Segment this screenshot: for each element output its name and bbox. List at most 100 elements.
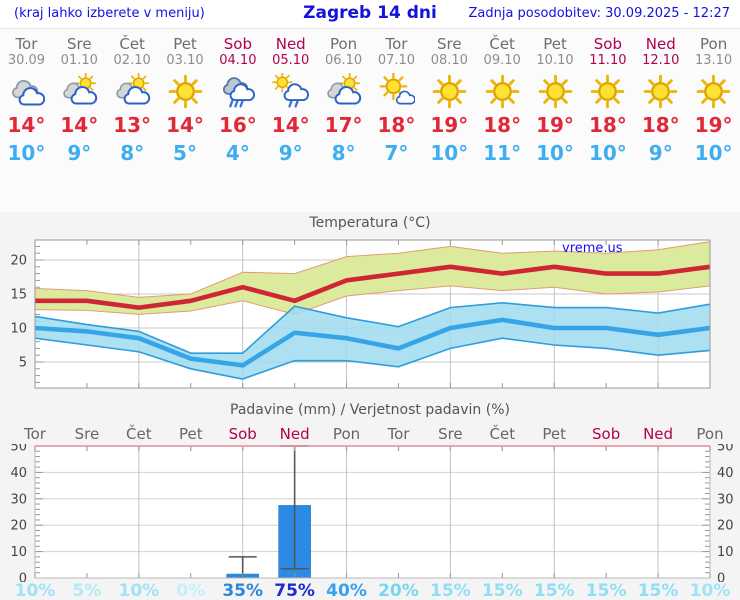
day-column: Pet 10.10 19° 10°: [529, 29, 582, 213]
tmin-label: 9°: [278, 141, 303, 165]
precip-day-label: Čet: [489, 425, 516, 443]
day-column: Pet 03.10 14° 5°: [159, 29, 212, 213]
precip-day-label: Tor: [387, 425, 410, 443]
tmin-label: 11°: [483, 141, 522, 165]
tmax-label: 16°: [218, 113, 257, 137]
svg-text:30: 30: [717, 492, 734, 507]
svg-text:10: 10: [10, 545, 27, 560]
day-name: Sob: [593, 35, 622, 53]
weather-icon-cloudy: [8, 73, 45, 110]
day-date: 01.10: [60, 53, 98, 68]
tmin-label: 9°: [67, 141, 92, 165]
tmax-label: 18°: [641, 113, 680, 137]
day-date: 07.10: [377, 53, 416, 68]
tmin-label: 10°: [430, 141, 469, 165]
precip-probability-label: 15%: [585, 581, 627, 600]
day-date: 30.09: [7, 53, 46, 68]
precip-day-label: Pet: [178, 425, 203, 443]
forecast-strip: Tor 30.09 14° 10° Sre 01.10 14° 9° Čet 02.10 13° 8°…: [0, 28, 740, 213]
last-updated: Zadnja posodobitev: 30.09.2025 - 12:27: [468, 6, 730, 21]
precip-probability-label: 10%: [689, 581, 731, 600]
precip-probability-label: 10%: [14, 581, 56, 600]
day-column: Sob 04.10 16° 4°: [211, 29, 264, 213]
charts-section: Temperatura (°C) 5 10 15 20 vreme.us Padavi…: [0, 212, 740, 600]
day-date: 09.10: [483, 53, 521, 68]
svg-text:15: 15: [10, 288, 27, 303]
precip-probability-label: 75%: [274, 581, 315, 600]
page-title: Zagreb 14 dni: [303, 3, 437, 23]
day-name: Pon: [329, 35, 358, 53]
day-date: 13.10: [694, 53, 733, 68]
day-column: Sob 11.10 18° 10°: [581, 29, 634, 213]
day-name: Sre: [66, 35, 92, 53]
tmin-label: 10°: [588, 141, 627, 165]
day-column: Tor 07.10 18° 7°: [370, 29, 423, 213]
precip-day-label: Ned: [279, 425, 310, 443]
precip-probability-label: 5%: [72, 581, 102, 600]
precip-day-label: Ned: [643, 425, 674, 443]
watermark: vreme.us: [562, 241, 623, 256]
svg-text:50: 50: [10, 444, 27, 455]
day-column: Sre 01.10 14° 9°: [53, 29, 106, 213]
weather-icon-sun: [589, 73, 626, 110]
svg-text:40: 40: [717, 466, 734, 481]
tmax-label: 18°: [377, 113, 416, 137]
weather-icon-sun: [642, 73, 679, 110]
tmin-label: 8°: [120, 141, 145, 165]
weather-icon-sun-rain: [272, 73, 309, 110]
tmax-label: 19°: [536, 113, 574, 137]
day-name: Ned: [275, 35, 306, 53]
day-column: Čet 09.10 18° 11°: [476, 29, 529, 213]
day-name: Tor: [385, 35, 408, 53]
svg-text:0: 0: [19, 572, 27, 583]
precip-probability-label: 0%: [176, 581, 206, 600]
day-column: Pon 06.10 17° 8°: [317, 29, 370, 213]
tmin-label: 10°: [7, 141, 46, 165]
precip-day-label: Čet: [126, 425, 152, 443]
tmax-label: 13°: [113, 113, 152, 137]
svg-text:10: 10: [717, 545, 734, 560]
weather-icon-rain: [219, 73, 256, 110]
day-name: Sre: [437, 35, 462, 53]
day-column: Sre 08.10 19° 10°: [423, 29, 476, 213]
day-column: Tor 30.09 14° 10°: [0, 29, 53, 213]
precip-probability-label: 15%: [430, 581, 471, 600]
day-name: Ned: [645, 35, 676, 53]
weather-icon-sun: [484, 73, 521, 110]
weather-icon-sun: [537, 73, 574, 110]
tmax-label: 14°: [271, 113, 310, 137]
tmin-label: 7°: [384, 141, 409, 165]
day-date: 08.10: [430, 53, 468, 68]
precip-day-labels: Tor Sre Čet Pet Sob Ned Pon Tor Sre Čet Pet Sob Ned P…: [0, 425, 740, 443]
day-name: Tor: [15, 35, 38, 53]
weather-icon-sun: [167, 73, 204, 110]
tmax-label: 18°: [588, 113, 627, 137]
tmin-label: 5°: [173, 141, 197, 165]
weather-icon-sun-cloud: [114, 73, 151, 110]
svg-text:0: 0: [717, 572, 725, 583]
tmax-label: 14°: [60, 113, 99, 137]
day-name: Čet: [119, 35, 145, 53]
precip-probability-label: 15%: [533, 581, 575, 600]
precipitation-chart: 0 0 10 10 20 20 30 30 40 40 50 50: [10, 444, 734, 583]
precip-probability-label: 40%: [326, 581, 367, 600]
day-name: Sob: [223, 35, 252, 53]
precip-day-label: Sre: [438, 425, 463, 443]
day-column: Pon 13.10 19° 10°: [687, 29, 740, 213]
svg-text:30: 30: [10, 492, 27, 507]
weather-icon-sun: [695, 73, 732, 110]
day-name: Pon: [700, 35, 728, 53]
weather-icon-sun: [431, 73, 468, 110]
precip-probability-label: 35%: [222, 581, 264, 600]
day-column: Čet 02.10 13° 8°: [106, 29, 159, 213]
weather-icon-sun-cloud: [325, 73, 362, 110]
precip-day-label: Pet: [542, 425, 567, 443]
day-date: 05.10: [272, 53, 310, 68]
day-name: Pet: [543, 35, 567, 53]
precip-day-label: Sob: [228, 425, 257, 443]
probability-row: 10% 5% 10% 0% 35% 75% 40% 20% 15% 15% 15% 15% 15% 10%: [0, 581, 740, 600]
svg-text:50: 50: [717, 444, 734, 455]
tmax-label: 14°: [7, 113, 46, 137]
day-date: 04.10: [219, 53, 257, 68]
precip-probability-label: 15%: [637, 581, 679, 600]
